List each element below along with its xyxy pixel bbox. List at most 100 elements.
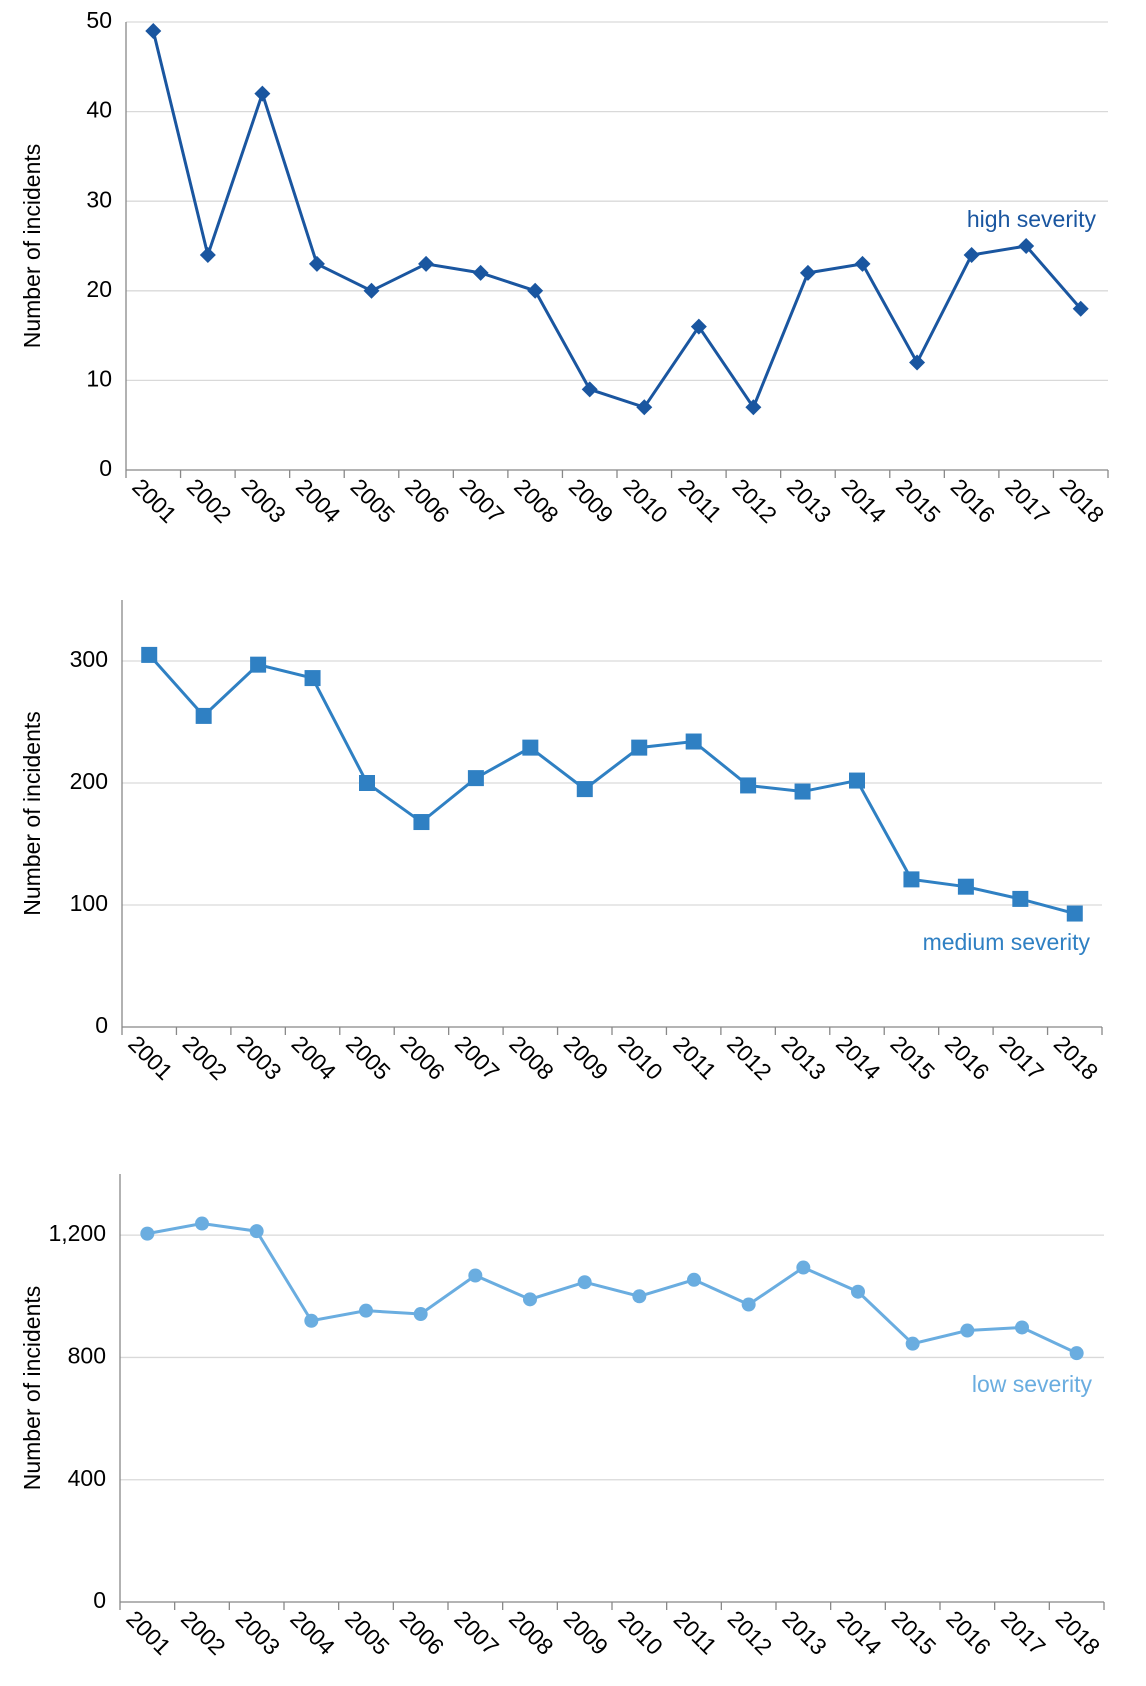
x-tick-label: 2008 — [504, 1605, 559, 1660]
marker — [905, 1336, 920, 1351]
series-line — [151, 30, 1082, 411]
marker — [909, 354, 926, 371]
marker — [468, 1268, 483, 1283]
marker — [1066, 905, 1083, 922]
marker — [849, 772, 865, 789]
series-label: low severity — [972, 1371, 1093, 1397]
x-tick-label: 2002 — [182, 473, 237, 528]
x-tick-label: 2018 — [1055, 473, 1110, 528]
series-label: medium severity — [923, 929, 1091, 955]
marker — [304, 670, 321, 687]
x-tick-label: 2016 — [940, 1030, 995, 1085]
x-tick-label: 2016 — [941, 1605, 996, 1660]
marker — [250, 656, 267, 673]
y-axis-label: Number of incidents — [19, 1286, 45, 1491]
x-tick-label: 2009 — [564, 473, 619, 528]
x-tick-label: 2001 — [123, 1030, 178, 1085]
y-tick-label: 20 — [86, 276, 112, 302]
marker — [903, 871, 920, 888]
x-tick-label: 2005 — [346, 473, 401, 528]
x-tick-label: 2009 — [559, 1605, 614, 1660]
marker — [851, 1284, 865, 1299]
x-tick-label: 2007 — [449, 1605, 504, 1660]
marker — [1012, 890, 1029, 907]
x-tick-label: 2009 — [559, 1030, 614, 1085]
x-tick-label: 2011 — [674, 474, 727, 527]
marker — [413, 814, 430, 831]
y-tick-label: 50 — [86, 7, 112, 33]
x-tick-label: 2013 — [777, 1030, 832, 1085]
x-tick-label: 2013 — [777, 1605, 832, 1660]
marker — [141, 646, 158, 663]
marker — [523, 1292, 537, 1307]
marker — [359, 775, 375, 791]
x-tick-label: 2012 — [723, 1605, 778, 1660]
marker — [418, 255, 435, 272]
x-tick-label: 2010 — [613, 1605, 668, 1660]
x-tick-label: 2012 — [722, 1030, 777, 1085]
marker — [1069, 1346, 1084, 1361]
marker — [304, 1313, 319, 1328]
marker — [199, 246, 216, 263]
marker — [581, 381, 598, 398]
y-tick-label: 800 — [68, 1343, 106, 1369]
x-tick-label: 2011 — [668, 1031, 721, 1084]
x-tick-label: 2005 — [341, 1030, 396, 1085]
x-tick-label: 2010 — [618, 473, 673, 528]
x-tick-label: 2005 — [340, 1605, 395, 1660]
y-tick-label: 10 — [86, 365, 112, 391]
marker — [963, 246, 980, 263]
marker — [413, 1307, 428, 1322]
series-line — [148, 653, 1076, 915]
y-tick-label: 300 — [70, 646, 108, 672]
marker — [522, 739, 539, 756]
x-tick-label: 2015 — [891, 473, 946, 528]
x-tick-label: 2002 — [178, 1030, 233, 1085]
marker — [740, 777, 757, 794]
x-tick-label: 2013 — [782, 473, 837, 528]
marker — [636, 399, 653, 416]
marker — [957, 878, 974, 895]
x-tick-label: 2017 — [994, 1030, 1049, 1085]
marker — [359, 1303, 373, 1318]
x-tick-label: 2003 — [236, 473, 291, 528]
y-axis-label: Number of incidents — [19, 144, 45, 349]
x-tick-label: 2003 — [232, 1030, 287, 1085]
marker — [794, 783, 811, 800]
x-tick-label: 2014 — [832, 1605, 887, 1660]
marker — [249, 1224, 264, 1239]
x-tick-label: 2007 — [455, 473, 510, 528]
x-tick-label: 2015 — [887, 1605, 942, 1660]
x-tick-label: 2001 — [121, 1605, 176, 1660]
x-tick-label: 2004 — [285, 1605, 340, 1660]
marker — [796, 1260, 811, 1275]
x-tick-label: 2007 — [450, 1030, 505, 1085]
marker — [1018, 238, 1035, 254]
marker — [745, 399, 762, 416]
series-label: high severity — [967, 206, 1097, 232]
marker — [1072, 300, 1089, 317]
y-tick-label: 200 — [70, 768, 108, 794]
marker — [690, 318, 707, 335]
marker — [687, 1272, 701, 1287]
x-tick-label: 2015 — [886, 1030, 941, 1085]
y-tick-label: 0 — [93, 1587, 106, 1613]
x-tick-label: 2003 — [231, 1605, 286, 1660]
x-tick-label: 2006 — [396, 1030, 451, 1085]
x-tick-label: 2008 — [504, 1030, 559, 1085]
x-tick-label: 2016 — [946, 473, 1001, 528]
x-tick-label: 2014 — [837, 473, 892, 528]
x-tick-label: 2011 — [669, 1606, 722, 1659]
x-tick-label: 2010 — [613, 1030, 668, 1085]
x-tick-label: 2004 — [291, 473, 346, 528]
x-tick-label: 2001 — [127, 473, 182, 528]
x-tick-label: 2018 — [1051, 1605, 1106, 1660]
marker — [632, 1289, 647, 1304]
y-tick-label: 0 — [99, 455, 112, 481]
x-tick-label: 2008 — [509, 473, 564, 528]
marker — [576, 781, 593, 798]
x-tick-label: 2018 — [1049, 1030, 1104, 1085]
marker — [741, 1297, 756, 1312]
y-tick-label: 40 — [86, 97, 112, 123]
y-tick-label: 0 — [95, 1012, 108, 1038]
